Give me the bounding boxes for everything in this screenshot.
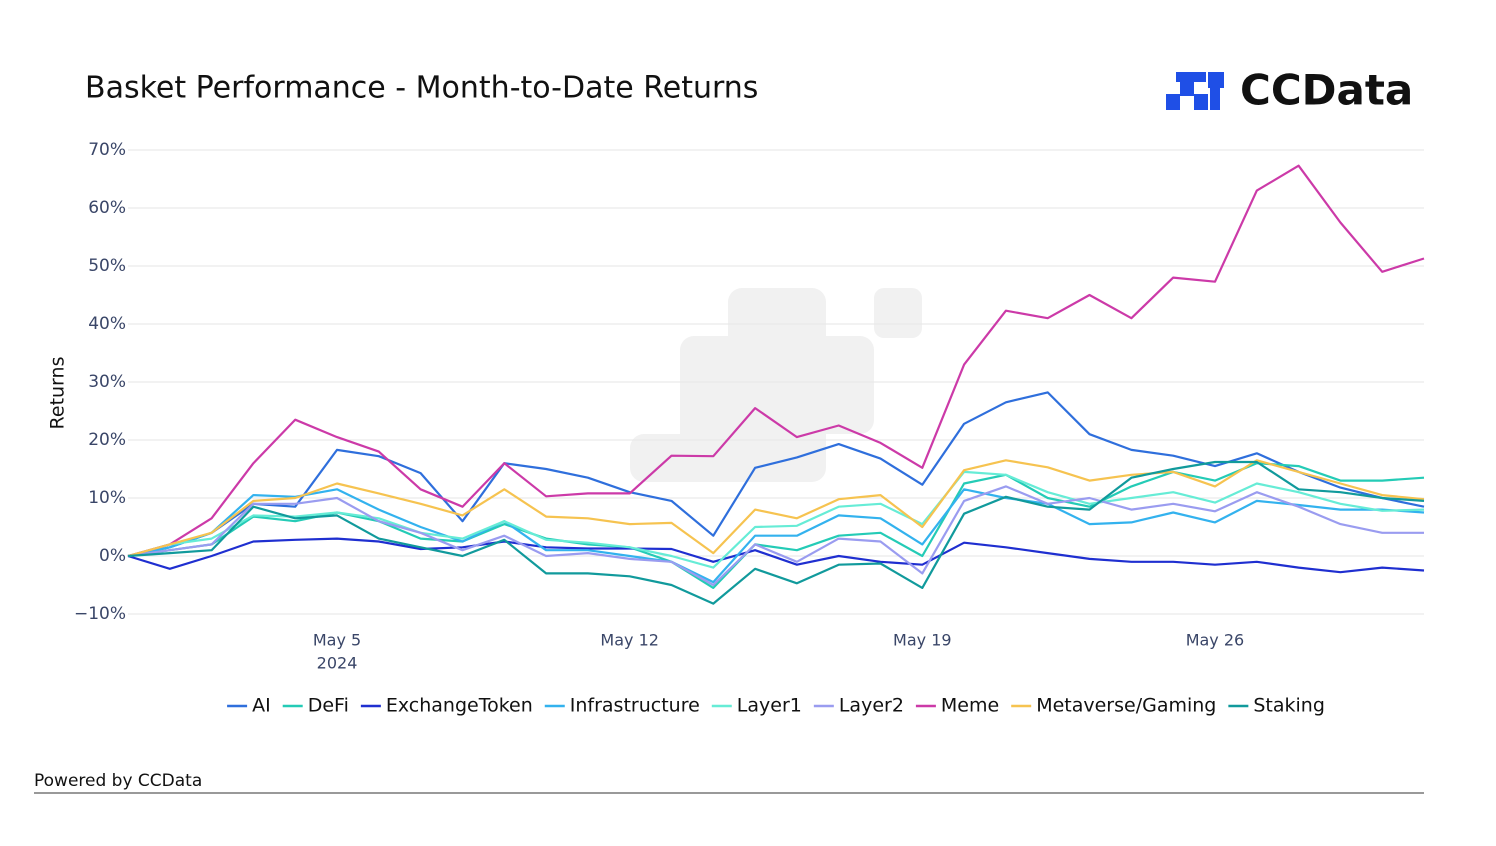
y-tick-label: 50% <box>88 256 126 276</box>
legend-label: Meme <box>941 695 999 717</box>
x-year-label: 2024 <box>317 654 358 673</box>
y-tick-label: 20% <box>88 430 126 450</box>
x-tick-label: May 5 <box>313 631 361 650</box>
legend-label: Layer1 <box>737 695 802 717</box>
logo-icon <box>1166 72 1224 110</box>
legend-label: Metaverse/Gaming <box>1036 695 1216 717</box>
series-line <box>127 537 1425 574</box>
grid <box>128 149 1424 615</box>
series-line <box>127 164 1425 558</box>
legend-label: ExchangeToken <box>386 695 533 717</box>
legend: AI DeFi ExchangeToken Infrastructure Layer1 L… <box>227 695 1325 717</box>
y-tick-label: 10% <box>88 488 126 508</box>
legend-label: Infrastructure <box>570 695 700 717</box>
series-line <box>127 391 1425 558</box>
y-tick-label: 60% <box>88 198 126 218</box>
legend-label: AI <box>252 695 271 717</box>
series-line <box>127 485 1424 587</box>
x-tick-label: May 26 <box>1186 631 1245 650</box>
legend-label: Staking <box>1253 695 1325 717</box>
y-tick-label: 40% <box>88 314 126 334</box>
x-tick-label: May 19 <box>893 631 952 650</box>
footer: Powered by CCData <box>34 771 202 791</box>
series-line <box>127 459 1425 558</box>
series-line <box>127 470 1425 569</box>
y-tick-label: 70% <box>88 140 126 160</box>
x-tick-label: May 12 <box>600 631 659 650</box>
watermark <box>630 288 922 482</box>
legend-label: Layer2 <box>839 695 904 717</box>
chart-title: Basket Performance - Month-to-Date Retur… <box>85 71 758 106</box>
y-tick-label: −10% <box>74 604 126 624</box>
y-axis-label: Returns <box>47 357 69 430</box>
y-tick-label: 0% <box>99 546 126 566</box>
series-line <box>127 488 1425 584</box>
series-line <box>127 460 1425 605</box>
legend-label: DeFi <box>308 695 349 717</box>
y-tick-label: 30% <box>88 372 126 392</box>
brand: CCData <box>1240 66 1413 115</box>
